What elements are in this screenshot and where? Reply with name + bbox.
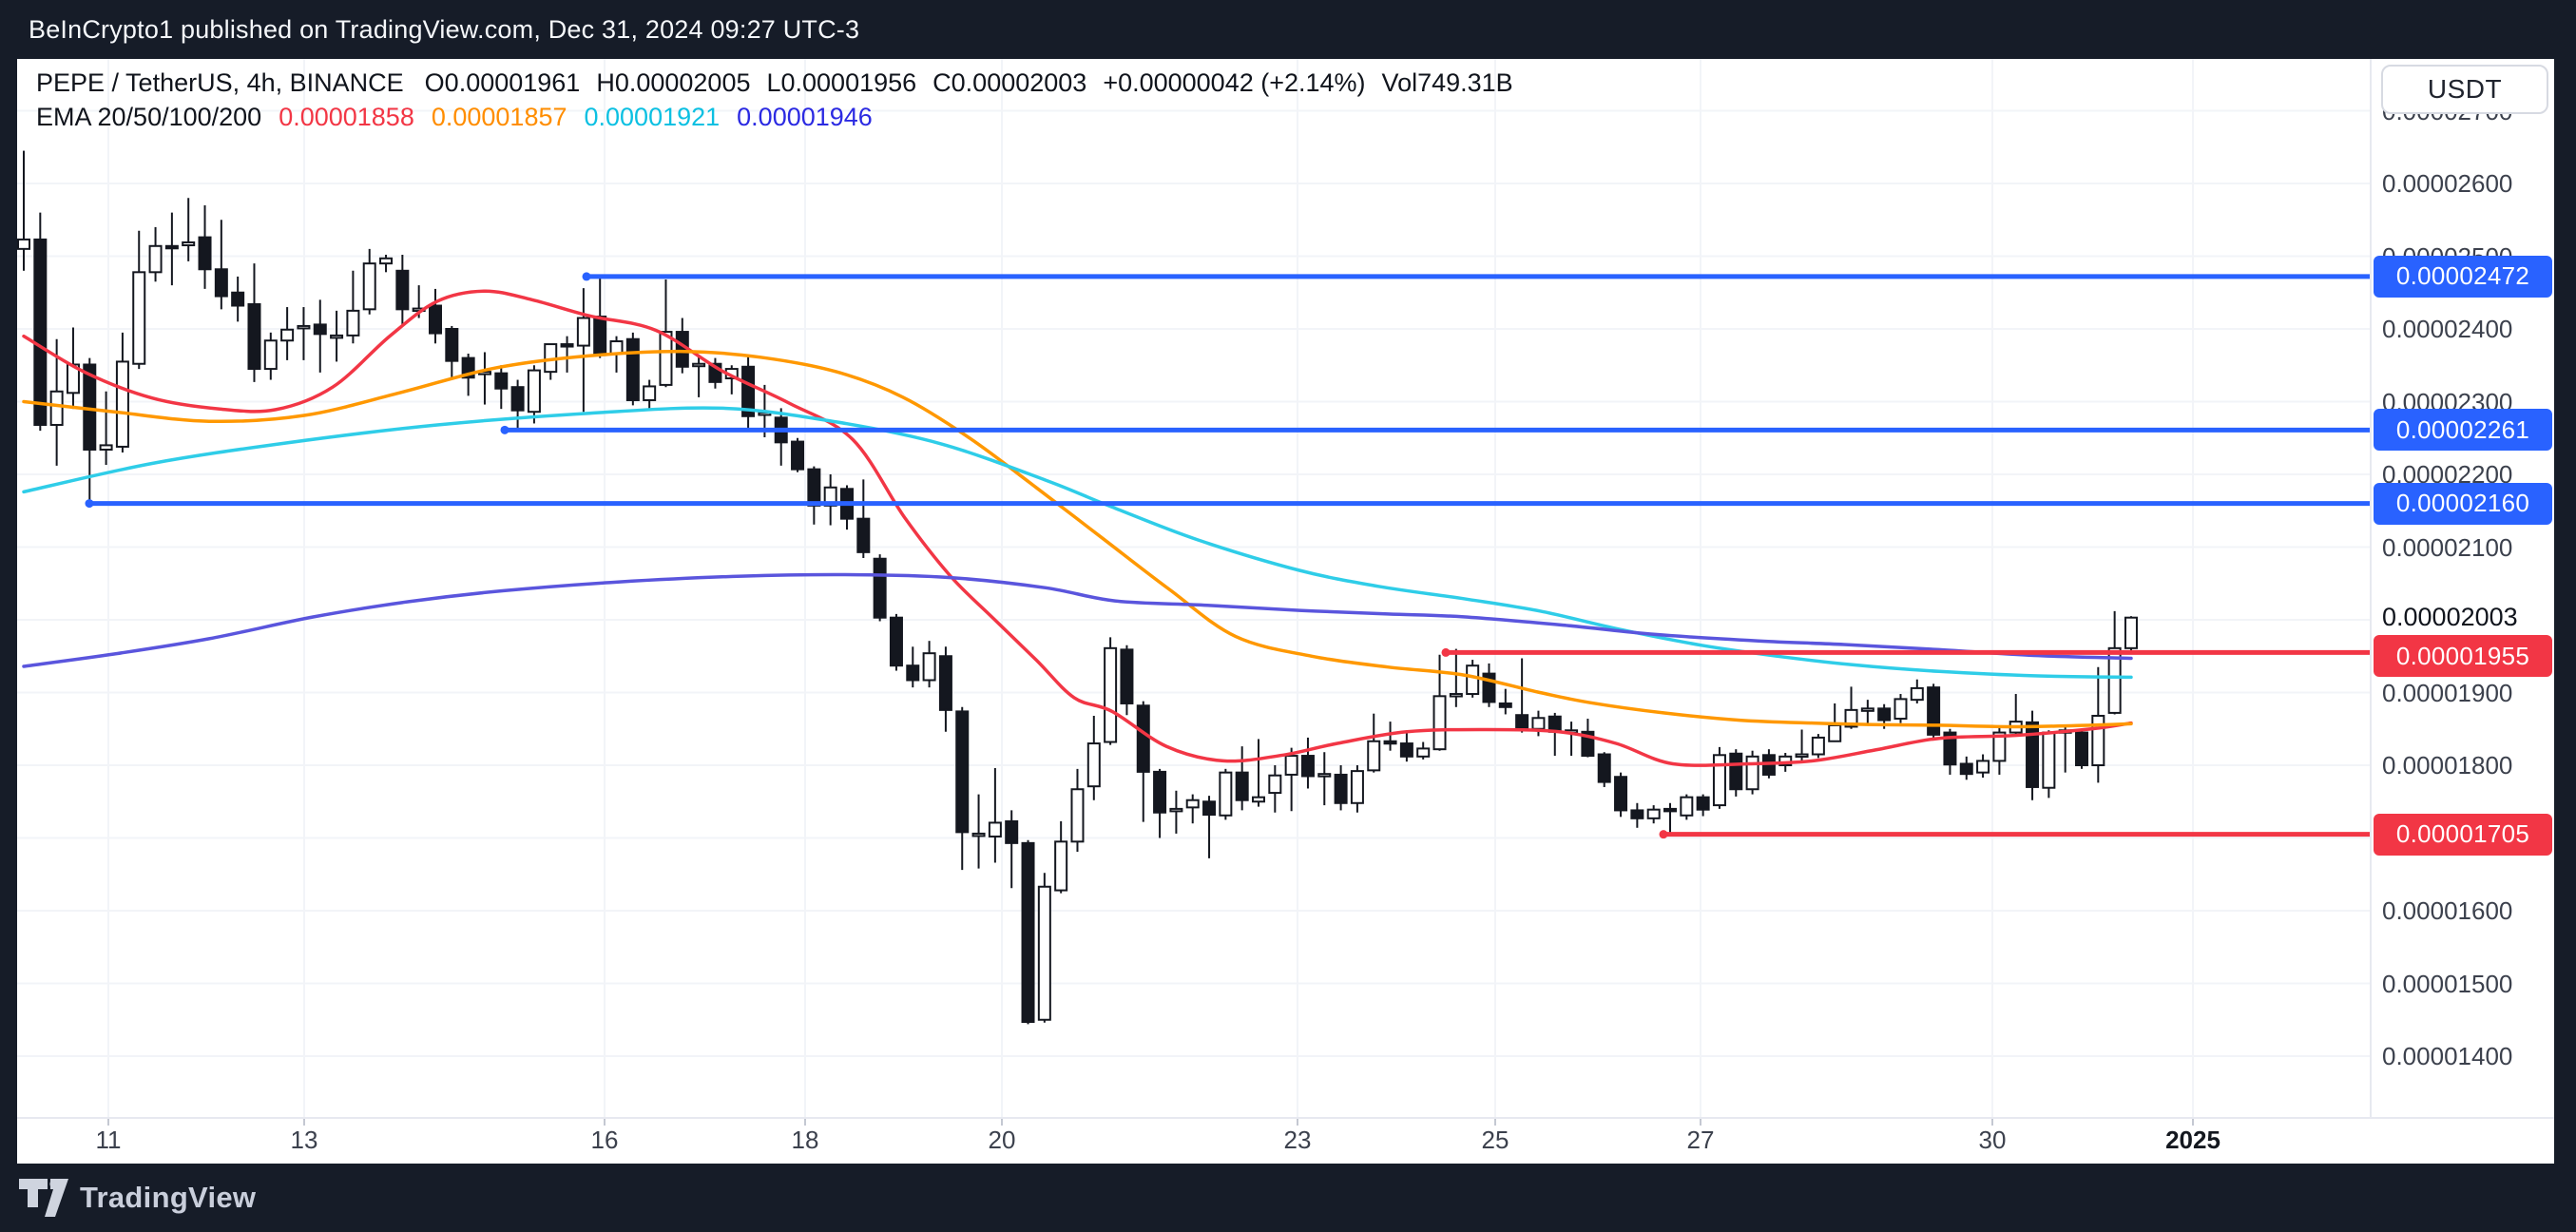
time-tick: 23 [1283, 1126, 1312, 1154]
time-tick: 13 [290, 1126, 318, 1154]
ohlc-open: O0.00001961 [424, 68, 581, 97]
time-tick: 30 [1978, 1126, 2007, 1154]
level-price-badge: 0.00001705 [2374, 813, 2552, 856]
price-tick: 0.00001800 [2382, 751, 2513, 780]
price-change: +0.00000042 (+2.14%) [1103, 68, 1366, 97]
brand-name: TradingView [80, 1181, 257, 1214]
currency-toggle-button[interactable]: USDT [2381, 65, 2548, 114]
ema-legend-label: EMA 20/50/100/200 [36, 103, 262, 131]
tradingview-logo-icon [19, 1179, 68, 1217]
level-price-badge: 0.00001955 [2374, 635, 2552, 678]
time-tick: 18 [791, 1126, 819, 1154]
footer-bar: TradingView [0, 1164, 2576, 1232]
time-tick: 20 [988, 1126, 1016, 1154]
chart-panel[interactable] [17, 59, 2554, 1164]
symbol-title: PEPE / TetherUS, 4h, BINANCE [36, 68, 404, 97]
ema100-value: 0.00001921 [584, 103, 721, 131]
time-tick: 27 [1686, 1126, 1715, 1154]
ohlc-low: L0.00001956 [766, 68, 917, 97]
level-price-badge: 0.00002472 [2374, 255, 2552, 298]
publish-text: BeInCrypto1 published on TradingView.com… [29, 14, 860, 44]
price-tick: 0.00002100 [2382, 532, 2513, 562]
price-tick: 0.00002400 [2382, 315, 2513, 343]
legend-block: PEPE / TetherUS, 4h, BINANCE O0.00001961… [36, 68, 1529, 135]
price-tick: 0.00001500 [2382, 969, 2513, 998]
level-price-badge: 0.00002160 [2374, 482, 2552, 525]
ema20-value: 0.00001858 [279, 103, 414, 131]
symbol-row: PEPE / TetherUS, 4h, BINANCE O0.00001961… [36, 68, 1529, 101]
price-axis-border [2370, 59, 2372, 1117]
time-axis-border [17, 1117, 2554, 1119]
level-price-badge: 0.00002261 [2374, 409, 2552, 452]
time-tick: 25 [1481, 1126, 1509, 1154]
publish-header: BeInCrypto1 published on TradingView.com… [0, 0, 2576, 59]
price-tick: 0.00001900 [2382, 678, 2513, 707]
price-tick: 0.00001600 [2382, 896, 2513, 925]
time-tick: 2025 [2165, 1126, 2220, 1154]
ema50-value: 0.00001857 [431, 103, 567, 131]
last-price-label: 0.00002003 [2382, 602, 2518, 631]
time-tick: 11 [95, 1126, 122, 1154]
ohlc-close: C0.00002003 [932, 68, 1087, 97]
ema-legend-row: EMA 20/50/100/200 0.00001858 0.00001857 … [36, 103, 1529, 135]
volume-value: Vol749.31B [1381, 68, 1513, 97]
tradingview-brand[interactable]: TradingView [19, 1179, 256, 1217]
price-tick: 0.00002600 [2382, 169, 2513, 198]
ema200-value: 0.00001946 [737, 103, 873, 131]
price-tick: 0.00001400 [2382, 1042, 2513, 1070]
time-tick: 16 [590, 1126, 619, 1154]
ohlc-high: H0.00002005 [596, 68, 751, 97]
